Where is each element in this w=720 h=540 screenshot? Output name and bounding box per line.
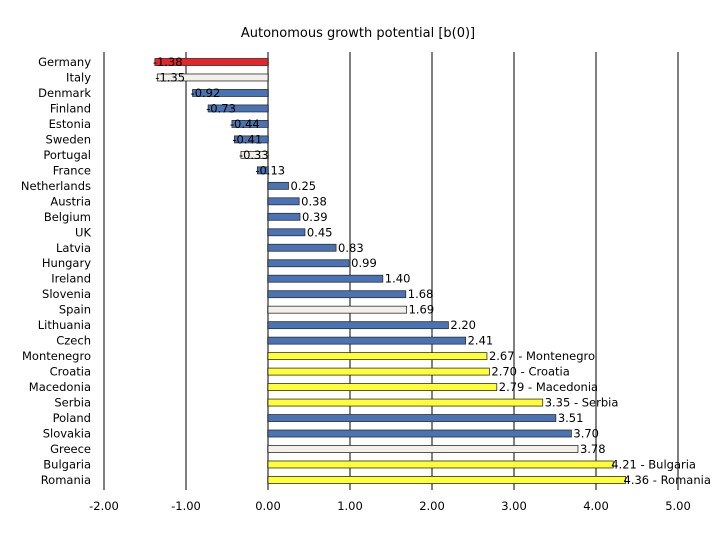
category-label: Serbia [54,396,91,410]
category-label: Austria [50,194,91,208]
x-tick-label: -1.00 [171,499,201,513]
category-label: Sweden [46,132,91,146]
data-label: -1.38 [153,55,183,69]
data-label: 2.20 [450,318,476,332]
category-label: Netherlands [21,179,91,193]
chart-title: Autonomous growth potential [b(0)] [241,26,475,41]
x-tick-label: -2.00 [89,499,119,513]
bar-estonia [231,120,269,128]
category-label: France [53,163,91,177]
x-tick-label: 2.00 [419,499,445,513]
bar-croatia [267,367,490,376]
data-labels: -1.38-1.35 -0.92-0.73 -0.44-0.41 -0.33-0.13… [153,55,711,487]
bar-montenegro [267,352,488,361]
data-label: 2.67 - Montenegro [489,349,595,363]
bar-slovenia [267,290,407,299]
data-label: 1.68 [408,287,434,301]
bar-latvia [267,243,337,252]
category-label: Denmark [38,86,91,100]
category-label: Bulgaria [43,457,91,471]
category-label: Belgium [44,210,91,224]
data-label: 0.45 [307,225,333,239]
data-label: -0.73 [206,101,236,115]
bar-macedonia [267,383,498,391]
bar-poland [267,414,557,422]
x-tick-label: 5.00 [665,499,691,513]
bar-germany [154,58,269,66]
category-label: Greece [50,442,91,456]
category-label: Macedonia [29,380,91,394]
bar-italy [156,73,269,82]
data-label: 1.40 [385,272,411,286]
bar-denmark [192,89,269,97]
data-label: 3.70 [573,427,599,441]
bar-austria [267,197,300,206]
bar-netherlands [267,181,289,190]
data-label: 0.25 [291,179,317,193]
category-label: Slovenia [42,287,91,301]
bar-lithuania [267,321,449,330]
x-tick-label: 3.00 [501,499,527,513]
x-axis-ticks: -2.00 -1.00 0.00 1.00 2.00 3.00 4.00 5.00 [89,499,691,513]
bar-ireland [267,274,384,283]
bar-belgium [267,212,301,221]
category-label: Poland [53,411,91,425]
data-label: 2.70 - Croatia [491,365,569,379]
category-label: Finland [50,101,91,115]
bar-uk [267,228,306,237]
bar-bulgaria [267,460,614,469]
category-label: Spain [59,303,91,317]
bar-slovakia [267,429,572,438]
x-tick-label: 4.00 [583,499,609,513]
data-label: 4.21 - Bulgaria [611,457,696,471]
bar-spain [267,305,407,314]
data-label: 3.78 [580,442,606,456]
data-label: 3.35 - Serbia [545,396,619,410]
category-label: Italy [66,70,91,84]
data-label: -0.33 [239,148,269,162]
category-label: Montenegro [22,349,91,363]
x-tick-label: 1.00 [337,499,363,513]
category-label: UK [75,225,91,239]
data-label: 0.99 [351,256,377,270]
category-label: Czech [56,334,91,348]
bar-romania [267,476,626,484]
category-label: Germany [38,55,91,69]
bar-czech [267,336,467,345]
data-label: 0.39 [302,210,328,224]
category-label: Croatia [50,365,91,379]
bar-hungary [267,259,350,268]
bar-sweden [233,135,269,144]
data-label: -0.92 [191,86,221,100]
bars [154,58,626,484]
category-label: Portugal [43,148,91,162]
category-label: Hungary [42,256,91,270]
category-label: Ireland [51,272,91,286]
data-label: 0.38 [301,194,327,208]
category-label: Latvia [56,241,91,255]
data-label: -1.35 [155,70,185,84]
data-label: 3.51 [558,411,584,425]
bar-france [256,166,269,175]
category-label: Slovakia [43,427,91,441]
category-label: Estonia [49,117,91,131]
data-label: -0.41 [232,132,262,146]
x-tick-label: 0.00 [255,499,281,513]
bar-portugal [240,150,269,159]
category-label: Lithuania [38,318,91,332]
data-label: 2.79 - Macedonia [499,380,598,394]
data-label: 4.36 - Romania [624,473,711,487]
data-label: -0.44 [230,117,260,131]
data-label: 0.83 [338,241,364,255]
bar-serbia [267,398,544,407]
bar-finland [207,104,269,113]
data-label: -0.13 [255,163,285,177]
data-label: 2.41 [468,334,494,348]
data-label: 1.69 [409,303,435,317]
bar-greece [267,445,579,453]
category-label: Romania [41,473,91,487]
